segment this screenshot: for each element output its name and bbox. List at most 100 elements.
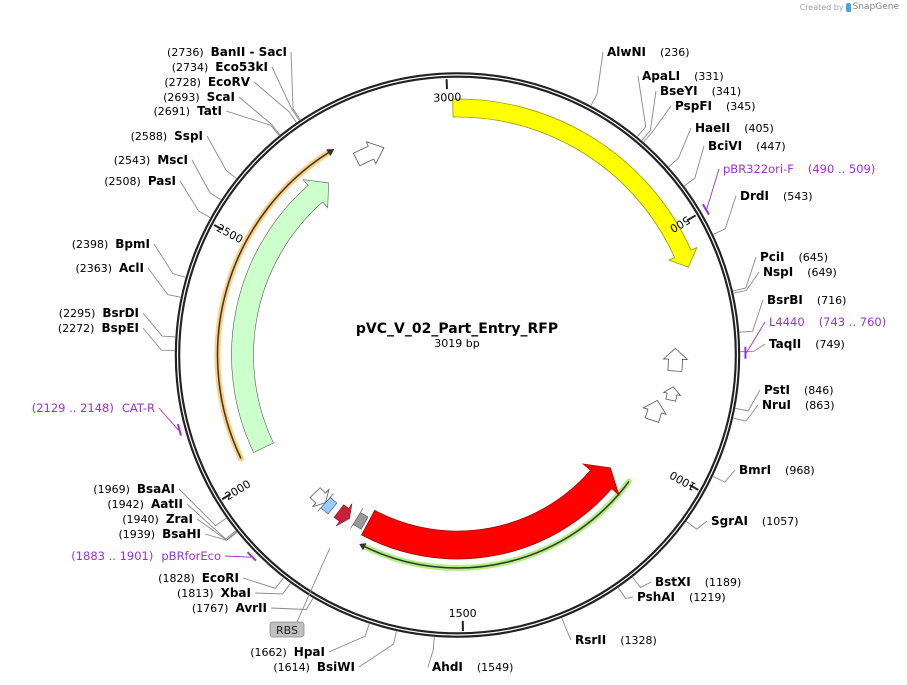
enzyme-position: (331): [694, 70, 724, 83]
enzyme-leader-line: [637, 75, 647, 137]
enzyme-name: PciI: [760, 250, 785, 264]
plasmid-length: 3019 bp: [434, 337, 479, 350]
restriction-site: (1940) ZraI: [122, 512, 193, 526]
enzyme-position: (1813): [177, 587, 214, 600]
enzyme-leader-line: [427, 637, 435, 668]
enzyme-name: BstXI: [655, 575, 691, 589]
primer-leader-line: [706, 168, 720, 209]
orf-arrowhead-icon: [359, 543, 367, 551]
enzyme-name: XbaI: [221, 586, 251, 600]
restriction-site: (2363) AclI: [75, 261, 144, 275]
restriction-site: BsrBI (716): [767, 293, 846, 307]
primer-range: (743 .. 760): [819, 315, 887, 329]
enzyme-leader-line: [242, 577, 284, 589]
enzyme-name: AvrII: [235, 601, 267, 615]
restriction-site: (1969) BsaAI: [93, 482, 175, 496]
primer-layer: pBR322ori-F (490 .. 509) L4440 (743 .. 760)…: [32, 162, 886, 563]
enzyme-layer: AlwNI (236) ApaLI (331)BseYI (341)PspFI (345)…: [58, 45, 847, 674]
rbs-leader-line: [296, 548, 331, 623]
enzyme-leader-line: [713, 195, 737, 235]
enzyme-leader-line: [225, 110, 280, 136]
rrnb-t1-terminator-arrow-icon: [642, 399, 667, 423]
enzyme-leader-line: [561, 617, 572, 641]
primer-binding-mark: [246, 551, 257, 562]
primer-leader-line: [224, 555, 251, 558]
enzyme-leader-line: [735, 389, 761, 412]
orf-layer: [214, 149, 632, 571]
rbs-label: RBS: [276, 624, 298, 637]
restriction-site: AlwNI (236): [607, 45, 690, 59]
credit-brand: SnapGene: [852, 2, 899, 12]
restriction-site: (1828) EcoRI: [158, 571, 239, 585]
bacterial-terminator-block: [317, 493, 338, 515]
restriction-site: (2508) PasI: [104, 174, 176, 188]
orf-line: [363, 480, 630, 569]
enzyme-leader-line: [238, 96, 281, 135]
enzyme-position: (1969): [93, 483, 130, 496]
enzyme-leader-line: [253, 81, 297, 123]
enzyme-position: (2508): [104, 175, 141, 188]
enzyme-leader-line: [684, 145, 705, 187]
restriction-site: NspI (649): [763, 265, 837, 279]
enzyme-position: (236): [660, 46, 690, 59]
rbs-badge: [269, 621, 305, 638]
enzyme-position: (2734): [172, 61, 209, 74]
enzyme-leader-line: [617, 587, 634, 600]
restriction-site: (2693) ScaI: [163, 90, 235, 104]
enzyme-name: EcoRV: [208, 75, 251, 89]
restriction-site: SgrAI (1057): [711, 514, 798, 528]
restriction-site: BciVI (447): [708, 139, 786, 153]
enzyme-name: BpmI: [115, 237, 150, 251]
enzyme-name: AlwNI: [607, 45, 646, 59]
enzyme-leader-line: [712, 469, 736, 483]
enzyme-position: (341): [712, 85, 742, 98]
primer-leader-line: [746, 321, 766, 353]
restriction-site: BmrI (968): [739, 463, 815, 477]
enzyme-name: HpaI: [294, 645, 325, 659]
primer-binding-mark: [176, 423, 182, 436]
enzyme-position: (1057): [762, 515, 799, 528]
restriction-site: ApaLI (331): [642, 69, 724, 83]
enzyme-name: BsaAI: [137, 482, 175, 496]
enzyme-name: EcoRI: [202, 571, 239, 585]
enzyme-leader-line: [206, 135, 237, 179]
plasmid-name: pVC_V_02_Part_Entry_RFP: [356, 321, 558, 337]
restriction-site: TaqII (749): [769, 337, 845, 351]
primer-name: CAT-R: [122, 401, 155, 415]
enzyme-name: PstI: [764, 383, 790, 397]
enzyme-position: (405): [744, 122, 774, 135]
feature-layer: [231, 98, 698, 560]
enzyme-position: (2693): [163, 91, 200, 104]
restriction-site: (2691) TatI: [153, 104, 222, 118]
enzyme-leader-line: [191, 159, 222, 201]
enzyme-name: AatII: [151, 497, 183, 511]
restriction-site: (2734) Eco53kI: [172, 60, 268, 74]
enzyme-leader-line: [358, 631, 397, 668]
enzyme-name: HaeII: [695, 121, 730, 135]
enzyme-position: (649): [807, 266, 837, 279]
primer-label: pBR322ori-F (490 .. 509): [723, 162, 875, 176]
enzyme-position: (1942): [107, 498, 144, 511]
restriction-site: BseYI (341): [660, 84, 741, 98]
restriction-site: (2736) BanII - SacI: [167, 45, 287, 59]
enzyme-leader-line: [204, 531, 238, 541]
restriction-site: (1942) AatII: [107, 497, 183, 511]
enzyme-position: (2295): [59, 307, 96, 320]
tick-mark: [213, 224, 224, 231]
tick-label: 1500: [449, 607, 477, 620]
misc-layer: RBS: [269, 548, 331, 638]
enzyme-name: PasI: [148, 174, 176, 188]
enzyme-position: (2728): [164, 76, 201, 89]
enzyme-leader-line: [153, 243, 186, 278]
orf-arrowhead-icon: [326, 149, 335, 157]
enzyme-name: SgrAI: [711, 514, 748, 528]
snapgene-logo-icon: [845, 2, 851, 12]
restriction-site: RsrII (1328): [575, 633, 657, 647]
enzyme-name: NspI: [763, 265, 793, 279]
enzyme-position: (1328): [620, 634, 657, 647]
restriction-site: AhdI (1549): [432, 660, 513, 674]
primer-binding-mark: [702, 203, 710, 216]
primer-label: L4440 (743 .. 760): [769, 315, 886, 329]
enzyme-name: MscI: [157, 153, 188, 167]
